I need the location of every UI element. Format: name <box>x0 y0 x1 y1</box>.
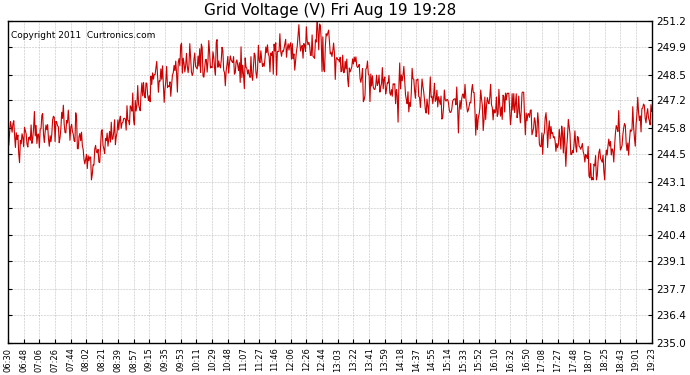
Title: Grid Voltage (V) Fri Aug 19 19:28: Grid Voltage (V) Fri Aug 19 19:28 <box>204 3 456 18</box>
Text: Copyright 2011  Curtronics.com: Copyright 2011 Curtronics.com <box>10 31 155 40</box>
